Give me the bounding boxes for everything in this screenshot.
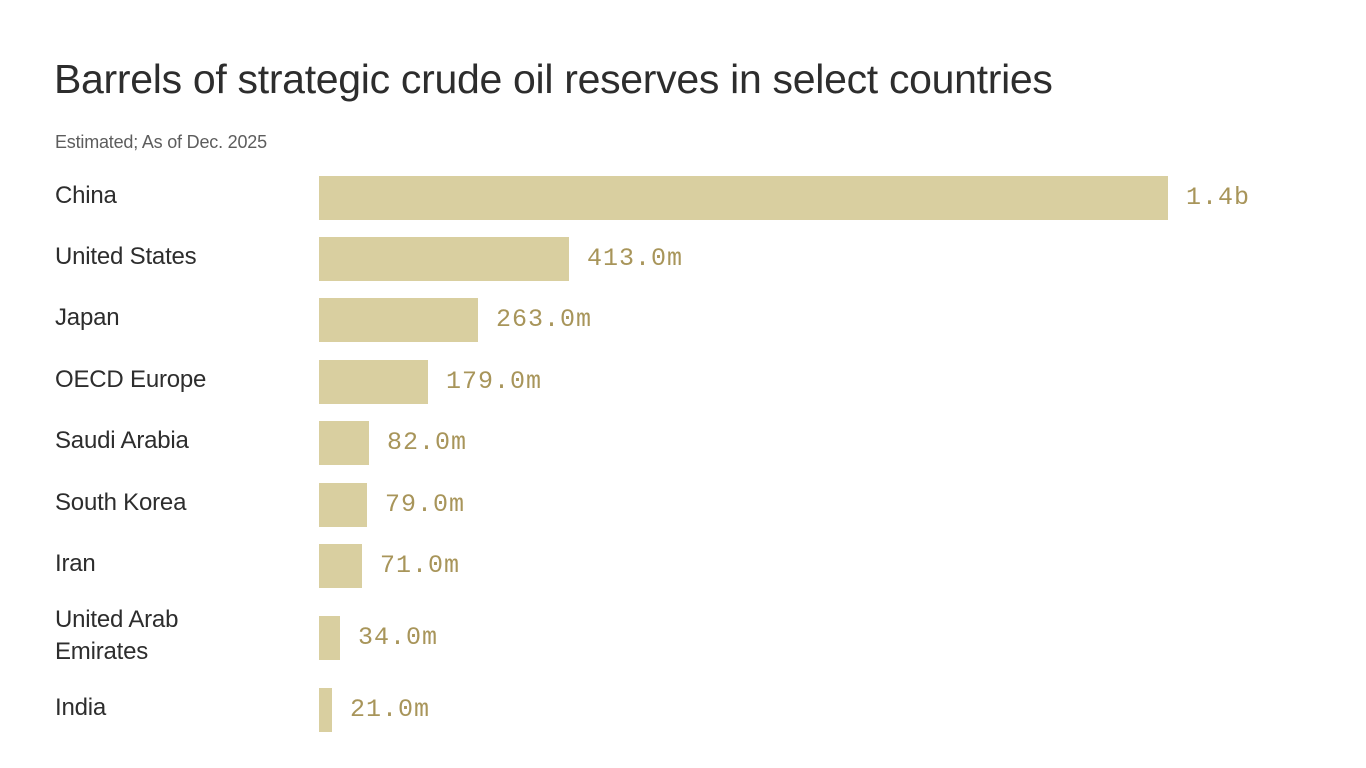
value-label: 79.0m	[385, 490, 466, 519]
category-label: India	[55, 694, 107, 721]
bar	[319, 616, 340, 660]
value-label: 1.4b	[1186, 183, 1251, 212]
category-label: Iran	[55, 550, 96, 577]
chart-title: Barrels of strategic crude oil reserves …	[54, 56, 1053, 102]
category-label: Saudi Arabia	[55, 427, 189, 454]
bar	[319, 176, 1168, 220]
value-label: 263.0m	[496, 305, 593, 334]
bar	[319, 421, 369, 465]
bar	[319, 298, 478, 342]
value-label: 71.0m	[380, 551, 461, 580]
value-label: 34.0m	[358, 623, 439, 652]
category-label: China	[55, 182, 117, 209]
chart-subtitle: Estimated; As of Dec. 2025	[55, 132, 267, 152]
category-label: OECD Europe	[55, 366, 207, 393]
bar	[319, 237, 569, 281]
bar	[319, 688, 332, 732]
bar	[319, 360, 428, 404]
bar	[319, 544, 362, 588]
bar	[319, 483, 367, 527]
value-label: 179.0m	[446, 367, 543, 396]
value-label: 82.0m	[387, 428, 468, 457]
category-label: United Arab Emirates	[55, 606, 179, 665]
category-label: South Korea	[55, 489, 187, 516]
value-label: 413.0m	[587, 244, 684, 273]
category-label: United States	[55, 243, 197, 270]
category-label: Japan	[55, 304, 120, 331]
value-label: 21.0m	[350, 695, 431, 724]
